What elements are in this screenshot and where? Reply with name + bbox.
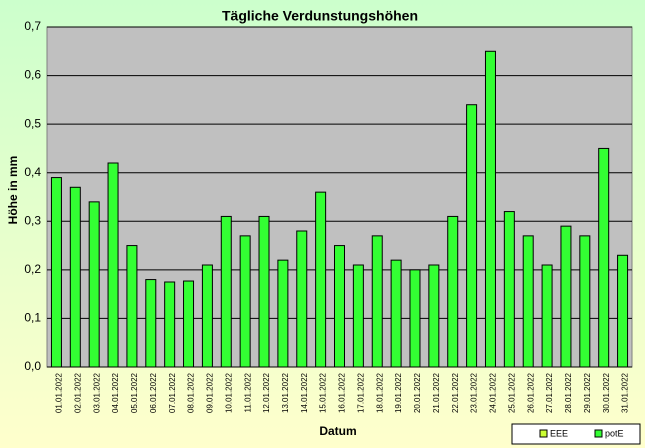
bar — [428, 264, 440, 368]
x-tick-label: 27.01.2022 — [545, 372, 554, 413]
x-tick-label: 16.01.2022 — [338, 372, 347, 413]
chart-title: Tägliche Verdunstungshöhen — [222, 8, 418, 24]
bar — [522, 235, 534, 368]
x-tick-label: 24.01.2022 — [489, 372, 498, 413]
bar — [447, 215, 459, 368]
bar — [484, 50, 496, 368]
legend-swatch — [539, 429, 548, 438]
bar — [466, 104, 478, 368]
bar — [598, 147, 610, 368]
x-tick-label: 22.01.2022 — [451, 372, 460, 413]
bar — [409, 269, 421, 368]
x-tick-label: 15.01.2022 — [319, 372, 328, 413]
x-tick-label: 26.01.2022 — [526, 372, 535, 413]
y-tick-label: 0,2 — [24, 262, 41, 276]
legend-box — [511, 423, 641, 445]
x-tick-label: 06.01.2022 — [149, 372, 158, 413]
x-tick-label: 18.01.2022 — [375, 372, 384, 413]
x-tick-label: 17.01.2022 — [356, 372, 365, 413]
bar — [69, 186, 81, 368]
x-tick-label: 19.01.2022 — [394, 372, 403, 413]
bar — [88, 201, 100, 368]
x-tick-label: 31.01.2022 — [621, 372, 630, 413]
bar — [371, 235, 383, 368]
y-tick-label: 0,4 — [24, 165, 41, 179]
x-tick-label: 10.01.2022 — [224, 372, 233, 413]
x-tick-label: 21.01.2022 — [432, 372, 441, 413]
y-tick-label: 0,0 — [24, 359, 41, 373]
bar — [315, 191, 327, 368]
x-axis-label: Datum — [319, 424, 356, 438]
x-tick-label: 25.01.2022 — [507, 372, 516, 413]
x-tick-label: 09.01.2022 — [206, 372, 215, 413]
bar — [352, 264, 364, 368]
bar — [503, 211, 515, 368]
x-tick-label: 20.01.2022 — [413, 372, 422, 413]
bar — [126, 245, 138, 368]
x-tick-label: 13.01.2022 — [281, 372, 290, 413]
y-tick-label: 0,1 — [24, 311, 41, 325]
bar — [579, 235, 591, 368]
y-tick-label: 0,7 — [24, 19, 41, 33]
x-tick-label: 07.01.2022 — [168, 372, 177, 413]
x-tick-label: 28.01.2022 — [564, 372, 573, 413]
bar — [239, 235, 251, 368]
x-tick-label: 23.01.2022 — [470, 372, 479, 413]
bar — [220, 215, 232, 368]
legend-label: potE — [605, 428, 624, 438]
y-tick-label: 0,6 — [24, 68, 41, 82]
bar — [50, 177, 62, 368]
bar — [334, 245, 345, 368]
x-tick-label: 01.01.2022 — [55, 372, 64, 413]
x-tick-label: 12.01.2022 — [262, 372, 271, 413]
y-tick-label: 0,5 — [24, 116, 41, 130]
bar — [145, 279, 157, 368]
bar — [560, 225, 572, 368]
bar — [541, 264, 553, 368]
x-tick-label: 04.01.2022 — [111, 372, 120, 413]
legend-label: EEE — [550, 428, 568, 438]
x-tick-label: 29.01.2022 — [583, 372, 592, 413]
x-tick-label: 14.01.2022 — [300, 372, 309, 413]
y-axis-label: Höhe in mm — [6, 156, 20, 225]
bar — [183, 280, 195, 368]
x-tick-label: 30.01.2022 — [602, 372, 611, 413]
bar — [107, 162, 119, 368]
bar — [277, 259, 289, 368]
x-tick-label: 08.01.2022 — [187, 372, 196, 413]
bar — [390, 259, 402, 368]
x-tick-label: 05.01.2022 — [130, 372, 139, 413]
y-tick-label: 0,3 — [24, 213, 41, 227]
bar — [164, 281, 176, 368]
x-tick-label: 11.01.2022 — [243, 372, 252, 412]
legend-swatch — [594, 429, 603, 438]
bar — [201, 264, 213, 368]
bar — [296, 230, 308, 368]
bar — [617, 254, 629, 368]
bar — [258, 215, 270, 368]
x-tick-label: 03.01.2022 — [92, 372, 101, 413]
x-tick-label: 02.01.2022 — [73, 372, 82, 413]
